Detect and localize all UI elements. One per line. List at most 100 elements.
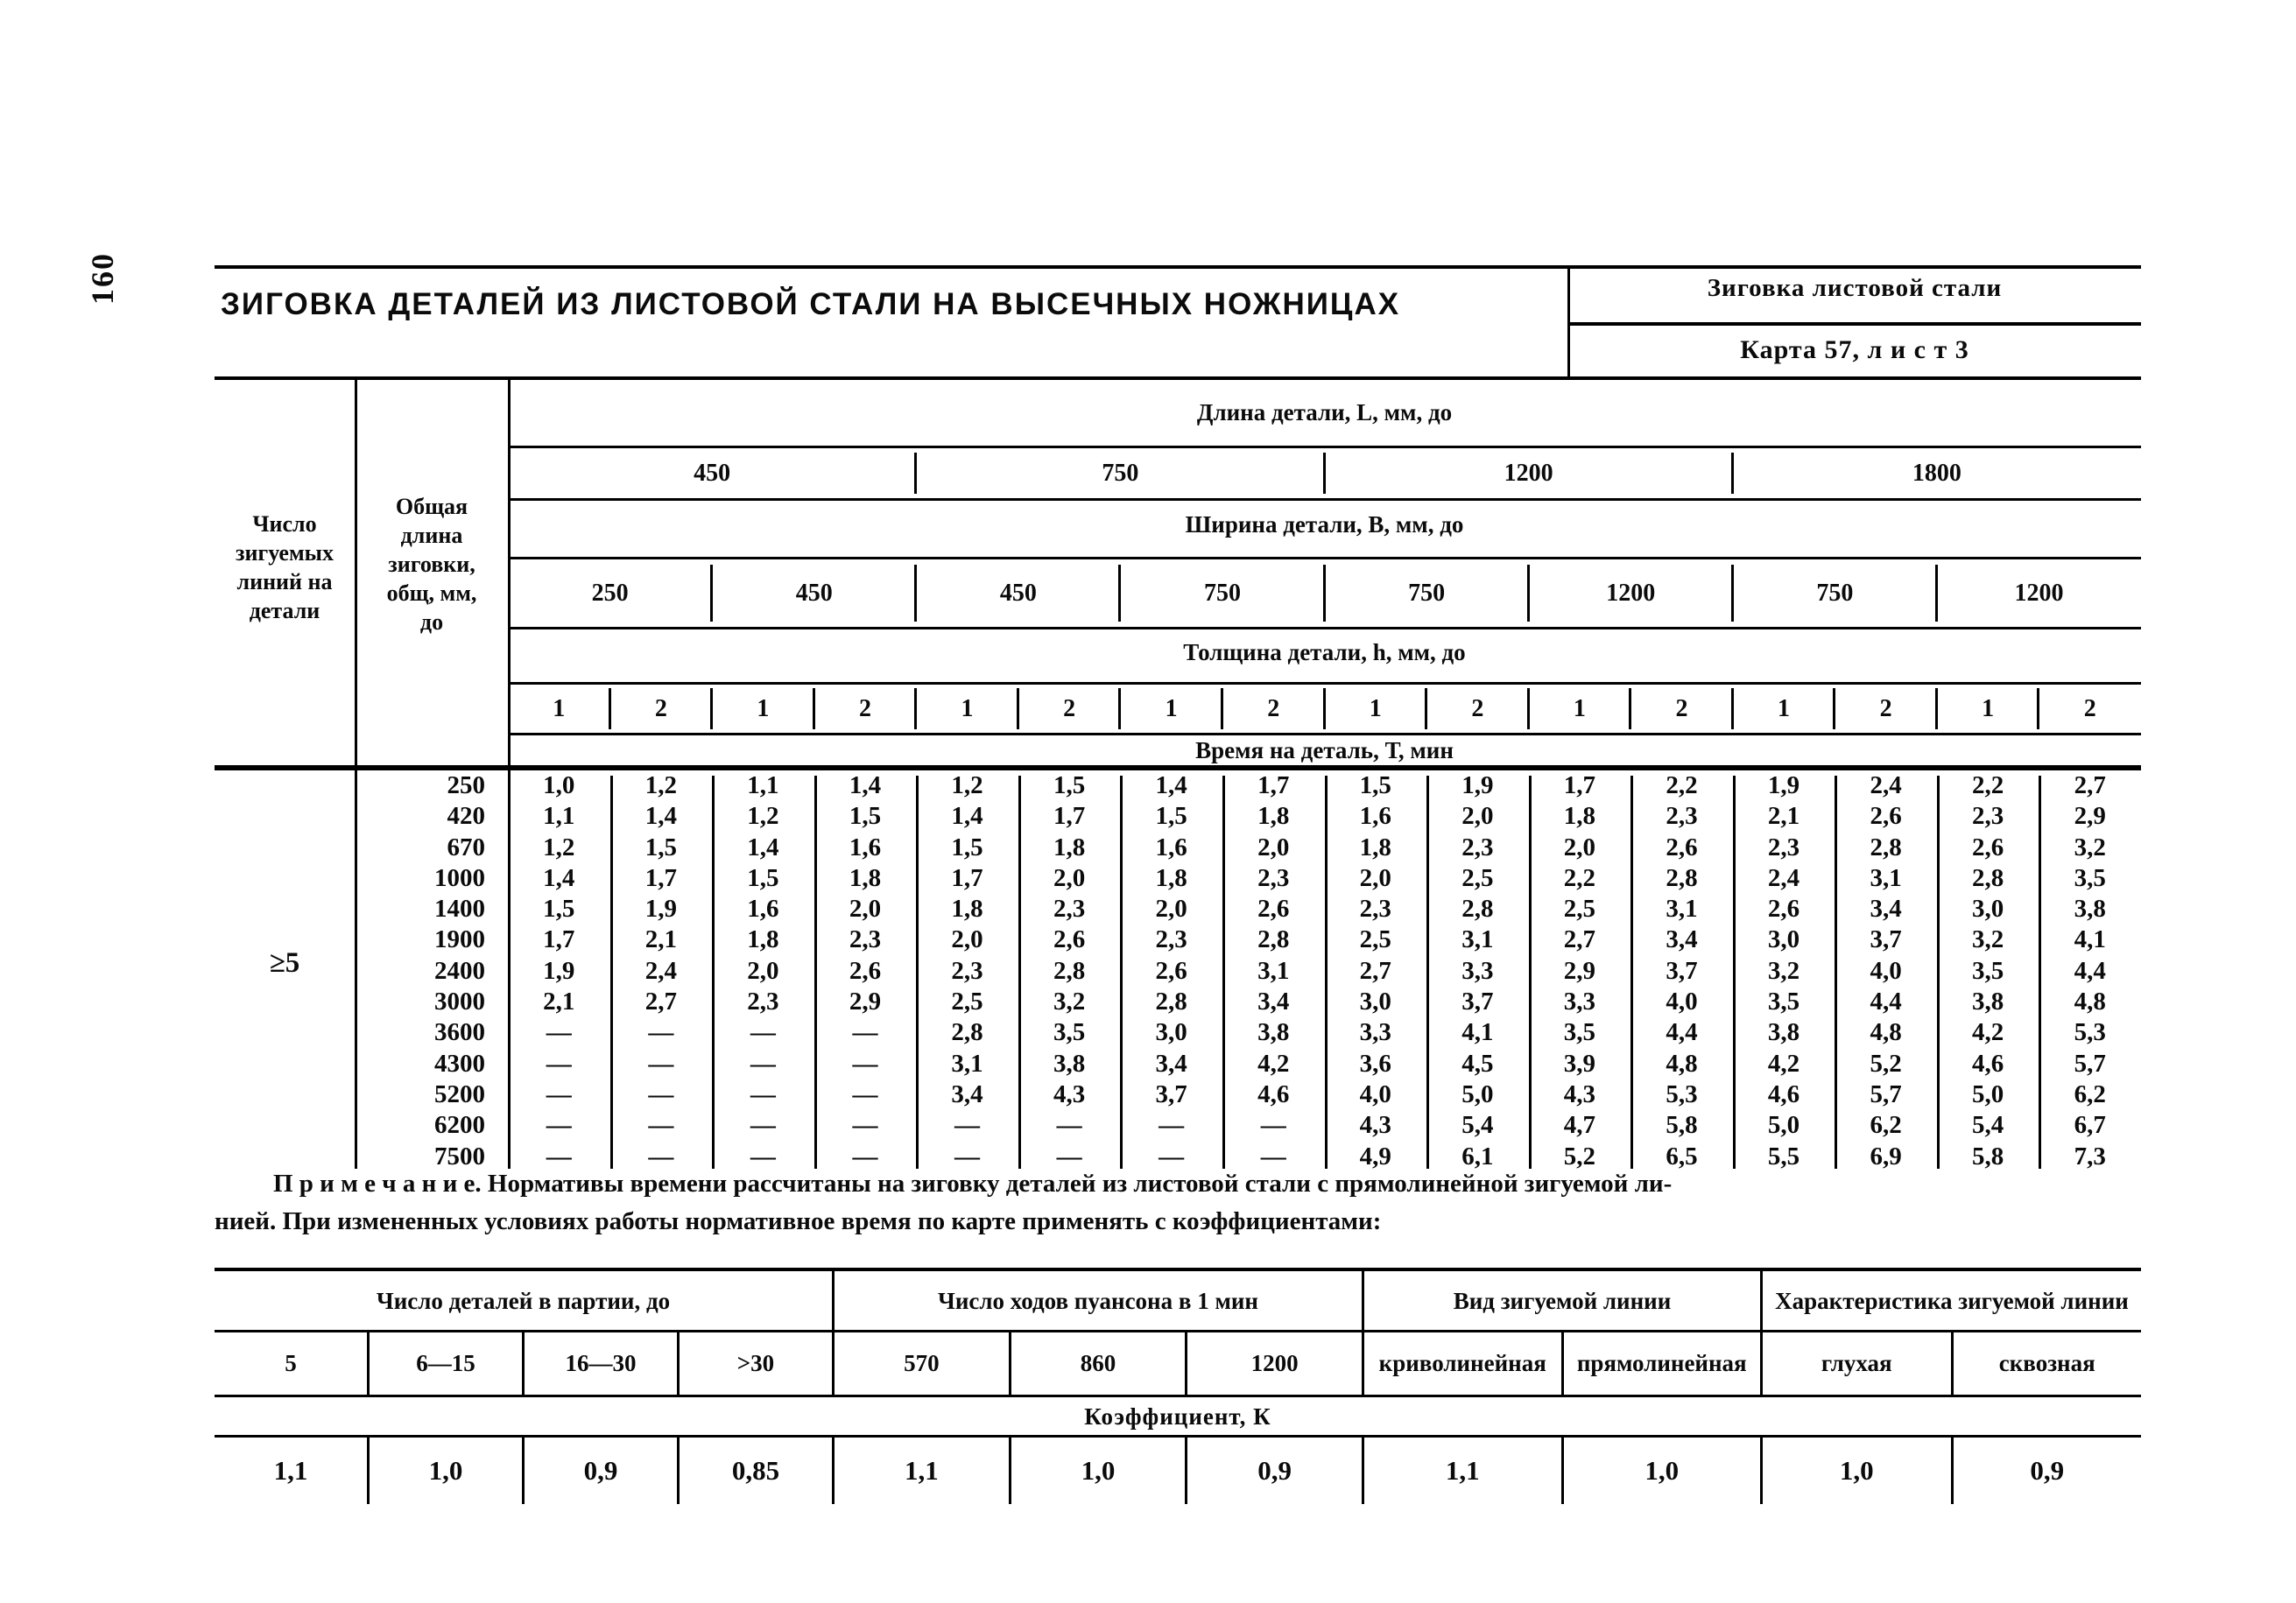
time-value: 6,2: [1870, 1111, 1902, 1140]
time-value: 2,9: [849, 988, 882, 1016]
time-value: 1,8: [1257, 802, 1290, 831]
card-topic: Зиговка листовой стали: [1707, 274, 2003, 302]
time-value: 4,6: [1257, 1079, 1290, 1108]
time-value: —: [648, 1111, 674, 1140]
time-value: 2,0: [747, 956, 779, 985]
time-value: 6,5: [1666, 1142, 1698, 1171]
coef-value: 1,0: [1560, 1438, 1761, 1504]
time-value: 1,7: [644, 863, 677, 892]
time-value: 4,5: [1461, 1049, 1494, 1078]
width-header: Ширина детали, В, мм, до: [1185, 511, 1464, 538]
table-row: 670 1,2 1,5 1,4 1,6 1,5 1,8 1,6 2,0 1,8 2,3 2,0 2,6 2…: [215, 833, 2141, 863]
time-value: 1,8: [951, 895, 983, 924]
time-value: 1,5: [644, 833, 677, 861]
thickness-value: 2: [812, 685, 917, 733]
time-value: —: [546, 1079, 572, 1108]
time-value: 3,6: [1359, 1049, 1391, 1078]
time-value: 1,1: [747, 771, 779, 799]
column-divider: [1322, 565, 1326, 622]
coef-label: Коэффициент, К: [215, 1397, 2141, 1438]
rule: [508, 733, 2141, 735]
table-row: 4300 — — — — 3,1 3,8 3,4 4,2 3,6 4,5 3,9 4,8 4,2 5,2 4,…: [215, 1049, 2141, 1079]
total-length-value: 4300: [434, 1049, 485, 1078]
time-value: 3,0: [1972, 895, 2004, 924]
time-value: —: [852, 1142, 878, 1171]
time-value: 2,7: [1563, 925, 1596, 954]
width-value: 750: [1322, 559, 1529, 627]
time-value: 5,3: [2074, 1018, 2106, 1047]
coef-value: 1,1: [904, 1455, 939, 1486]
stub-cell: [215, 987, 355, 1017]
coef-condition-value: 860: [1008, 1332, 1186, 1395]
total-length-value: 5200: [434, 1079, 485, 1108]
time-value: —: [1260, 1142, 1286, 1171]
width-value: 250: [591, 579, 629, 607]
time-value: 1,4: [1155, 771, 1187, 799]
time-value: 1,4: [543, 863, 575, 892]
time-value: 3,8: [1257, 1018, 1290, 1047]
time-value: 4,7: [1563, 1111, 1596, 1140]
body-column-divider: [813, 776, 817, 1169]
time-value: 1,5: [951, 833, 983, 861]
body-column-divider: [1732, 776, 1736, 1169]
thickness-value: 2: [1220, 685, 1325, 733]
rule: [508, 446, 2141, 448]
time-value: 1,8: [1053, 833, 1086, 861]
time-value: —: [546, 1018, 572, 1047]
column-divider: [1730, 565, 1734, 622]
time-value: 2,5: [1563, 895, 1596, 924]
time-value: 2,0: [1563, 833, 1596, 861]
time-value: —: [750, 1079, 776, 1108]
time-value: 2,9: [1563, 956, 1596, 985]
time-value: 5,8: [1666, 1111, 1698, 1140]
note-line-1: П р и м е ч а н и е. Нормативы времени р…: [273, 1170, 1673, 1198]
time-value: 2,5: [1359, 925, 1391, 954]
time-value: 1,8: [1155, 863, 1187, 892]
body-column-divider: [609, 776, 613, 1169]
time-value: 1,7: [1053, 802, 1086, 831]
column-divider: [914, 565, 918, 622]
time-value: 1,2: [543, 833, 575, 861]
time-value: 3,4: [951, 1079, 983, 1108]
time-value: 3,4: [1257, 988, 1290, 1016]
time-value: 1,5: [543, 895, 575, 924]
time-value: 2,3: [747, 988, 779, 1016]
time-value: 2,0: [1155, 895, 1187, 924]
body-column-divider: [712, 776, 715, 1169]
thickness-value: 1: [710, 685, 814, 733]
time-value: —: [954, 1111, 981, 1140]
column-divider: [1629, 688, 1632, 729]
time-value: 3,2: [2074, 833, 2106, 861]
time-value: 5,7: [1870, 1079, 1902, 1108]
table-row: 5200 — — — — 3,4 4,3 3,7 4,6 4,0 5,0 4,3 5,3 4,6 5,7 5,…: [215, 1079, 2141, 1110]
time-value: 2,2: [1666, 771, 1698, 799]
rule-top: [215, 265, 2141, 269]
time-value: —: [1159, 1142, 1185, 1171]
thickness-value: 2: [2037, 685, 2141, 733]
time-value: 5,0: [1972, 1079, 2004, 1108]
time-value: —: [546, 1049, 572, 1078]
time-value: 3,3: [1461, 956, 1494, 985]
width-values-row: 250 450 450 750 750 1200 750 1200: [508, 559, 2141, 627]
time-value: 2,2: [1972, 771, 2004, 799]
time-value: —: [1056, 1111, 1082, 1140]
table-row: 7500 — — — — — — — — 4,9 6,1 5,2 6,5 5,5 6,9 5,8 7,3: [215, 1142, 2141, 1172]
stub-cell: [215, 1049, 355, 1079]
time-value: 2,8: [1461, 895, 1494, 924]
time-value: 3,3: [1359, 1018, 1391, 1047]
time-value: 2,3: [1053, 895, 1086, 924]
time-value: 2,5: [951, 988, 983, 1016]
main-table: Число зигуемых линий на детали Общая дли…: [215, 376, 2141, 1172]
time-value: —: [750, 1049, 776, 1078]
time-value: 3,7: [1461, 988, 1494, 1016]
coef-condition-value: сквозная: [1950, 1332, 2142, 1395]
time-value: 5,8: [1972, 1142, 2004, 1171]
time-value: 1,2: [747, 802, 779, 831]
time-value: 3,8: [1053, 1049, 1086, 1078]
column-divider: [1934, 688, 1938, 729]
time-value: 2,6: [1257, 895, 1290, 924]
body-column-divider: [1018, 776, 1021, 1169]
time-value: 2,4: [1767, 863, 1800, 892]
time-value: 2,8: [1870, 833, 1902, 861]
time-value: 2,6: [1972, 833, 2004, 861]
